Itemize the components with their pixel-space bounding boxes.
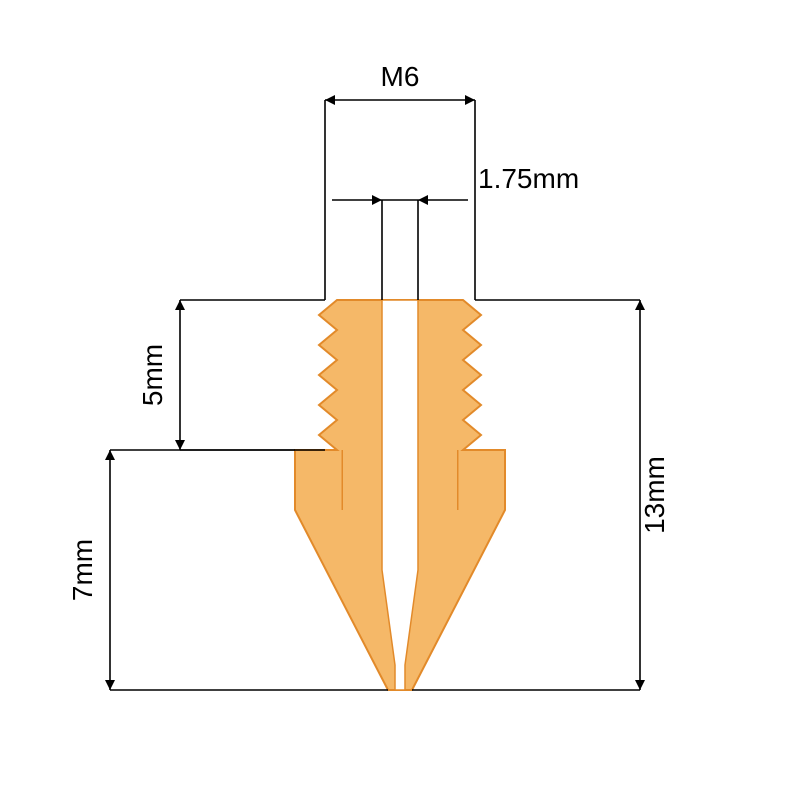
- arrowhead-icon: [635, 300, 645, 310]
- arrowhead-icon: [325, 95, 335, 105]
- arrowhead-icon: [175, 440, 185, 450]
- label-total-height: 13mm: [639, 456, 670, 534]
- arrowhead-icon: [465, 95, 475, 105]
- arrowhead-icon: [105, 680, 115, 690]
- arrowhead-icon: [175, 300, 185, 310]
- arrowhead-icon: [105, 450, 115, 460]
- label-hex-height: 7mm: [67, 539, 98, 601]
- arrowhead-icon: [418, 195, 428, 205]
- label-thread: M6: [381, 61, 420, 92]
- label-thread-height: 5mm: [137, 344, 168, 406]
- label-filament: 1.75mm: [478, 163, 579, 194]
- arrowhead-icon: [372, 195, 382, 205]
- arrowhead-icon: [635, 680, 645, 690]
